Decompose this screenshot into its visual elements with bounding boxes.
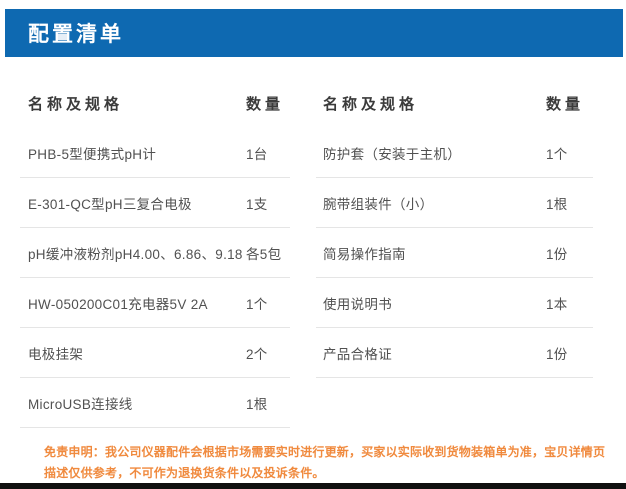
table-row: 产品合格证 1份 (316, 328, 593, 378)
page-title: 配置清单 (28, 23, 124, 46)
bottom-divider-bar (0, 483, 626, 489)
table-row: MicroUSB连接线 1根 (20, 378, 290, 428)
column-header-qty: 数量 (546, 95, 585, 113)
table-row: PHB-5型便携式pH计 1台 (20, 128, 290, 178)
table-row: 使用说明书 1本 (316, 278, 593, 328)
item-qty: 2个 (246, 346, 268, 362)
item-name: 防护套（安装于主机） (323, 146, 461, 162)
column-header-name: 名称及规格 (323, 95, 419, 113)
item-name: pH缓冲液粉剂pH4.00、6.86、9.18 (28, 246, 243, 262)
table-row: 简易操作指南 1份 (316, 228, 593, 278)
table-row: 防护套（安装于主机） 1个 (316, 128, 593, 178)
item-qty: 1份 (546, 246, 568, 262)
item-name: 产品合格证 (323, 346, 392, 362)
item-qty: 1台 (246, 146, 268, 162)
item-name: 使用说明书 (323, 296, 392, 312)
table-row: pH缓冲液粉剂pH4.00、6.86、9.18 各5包 (20, 228, 290, 278)
item-name: MicroUSB连接线 (28, 396, 133, 412)
item-name: E-301-QC型pH三复合电极 (28, 196, 192, 212)
item-qty: 1份 (546, 346, 568, 362)
disclaimer-text: 免责申明：我公司仪器配件会根据市场需要实时进行更新，买家以实际收到货物装箱单为准… (44, 442, 610, 484)
table-row: 腕带组装件（小） 1根 (316, 178, 593, 228)
item-name: HW-050200C01充电器5V 2A (28, 296, 208, 312)
item-qty: 1支 (246, 196, 268, 212)
column-header-qty: 数量 (246, 95, 285, 113)
column-header-name: 名称及规格 (28, 95, 124, 113)
table-row: 电极挂架 2个 (20, 328, 290, 378)
item-qty: 各5包 (246, 246, 282, 262)
table-header-row: 名称及规格 数量 (316, 78, 593, 128)
table-header-row: 名称及规格 数量 (20, 78, 290, 128)
item-name: 简易操作指南 (323, 246, 406, 262)
item-qty: 1根 (246, 396, 268, 412)
section-title-bar: 配置清单 (5, 9, 623, 57)
item-qty: 1根 (546, 196, 568, 212)
item-name: 电极挂架 (28, 346, 84, 362)
table-row: E-301-QC型pH三复合电极 1支 (20, 178, 290, 228)
item-name: 腕带组装件（小） (323, 196, 434, 212)
item-name: PHB-5型便携式pH计 (28, 146, 157, 162)
disclaimer-line: 免责申明：我公司仪器配件会根据市场需要实时进行更新，买家以实际收到货物装箱单为准… (44, 445, 606, 459)
disclaimer-line: 描述仅供参考，不可作为退换货条件以及投诉条件。 (44, 466, 325, 480)
item-qty: 1个 (246, 296, 268, 312)
config-table-left: 名称及规格 数量 PHB-5型便携式pH计 1台 E-301-QC型pH三复合电… (20, 78, 290, 428)
item-qty: 1个 (546, 146, 568, 162)
config-table-right: 名称及规格 数量 防护套（安装于主机） 1个 腕带组装件（小） 1根 简易操作指… (316, 78, 593, 378)
item-qty: 1本 (546, 296, 568, 312)
table-row: HW-050200C01充电器5V 2A 1个 (20, 278, 290, 328)
